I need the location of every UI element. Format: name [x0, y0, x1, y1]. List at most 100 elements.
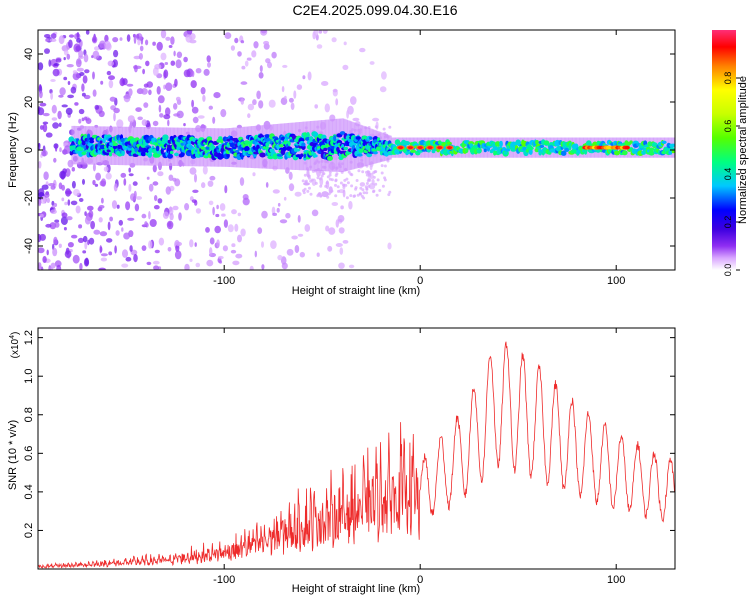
spectrogram-noise-cell: [316, 176, 320, 180]
spectrogram-noise-cell: [328, 177, 332, 181]
spectrogram-noise-cell: [258, 100, 264, 109]
spectrogram-noise-cell: [67, 94, 74, 99]
spectrogram-noise-cell: [219, 203, 226, 211]
spectrogram-noise-cell: [146, 261, 152, 266]
spectrogram-noise-cell: [205, 227, 210, 233]
spectrogram-noise-cell: [108, 251, 113, 256]
spectrogram-noise-cell: [148, 240, 153, 249]
spectrogram-noise-cell: [342, 186, 346, 189]
spectrogram-noise-cell: [311, 209, 319, 217]
spectrogram-noise-cell: [349, 194, 353, 198]
spectrogram-noise-cell: [101, 197, 104, 204]
spectrogram-noise-cell: [167, 119, 170, 127]
spectrogram-noise-cell: [81, 117, 85, 122]
y-tick-label: 1.2: [23, 330, 35, 345]
spectrogram-noise-cell: [382, 127, 386, 131]
spectrogram-noise-cell: [57, 110, 62, 120]
spectrogram-noise-cell: [92, 71, 95, 80]
spectrogram-noise-cell: [173, 103, 178, 110]
spectrogram-noise-cell: [387, 242, 392, 250]
spectrogram-noise-cell: [78, 118, 82, 124]
spectrogram-noise-cell: [268, 99, 276, 108]
spectrogram-noise-cell: [331, 37, 337, 43]
spectrogram-band-cell: [298, 137, 305, 142]
spectrogram-band-halo: [282, 123, 285, 170]
spectrogram-noise-cell: [138, 53, 143, 60]
spectrogram-noise-cell: [194, 200, 198, 206]
spectrogram-noise-cell: [291, 235, 298, 240]
spectrogram-noise-cell: [195, 262, 201, 268]
spectrogram-noise-cell: [99, 245, 102, 254]
spectrogram-noise-cell: [41, 184, 49, 190]
x-tick-label: 0: [417, 574, 423, 586]
spectrogram-noise-cell: [326, 175, 330, 179]
spectrogram-noise-cell: [165, 82, 173, 91]
spectrogram-noise-cell: [337, 189, 340, 193]
spectrogram-noise-cell: [322, 30, 328, 34]
spectrogram-noise-cell: [159, 113, 164, 118]
spectrogram-noise-cell: [40, 213, 44, 218]
spectrogram-noise-cell: [72, 70, 78, 74]
spectrogram-noise-cell: [190, 80, 197, 89]
spectrogram-noise-cell: [189, 258, 193, 262]
spectrogram-band-cell: [356, 153, 363, 157]
spectrogram-band-halo: [290, 122, 294, 170]
spectrogram-noise-cell: [76, 67, 84, 72]
spectrogram-noise-cell: [212, 116, 216, 124]
x-tick-label: -100: [213, 275, 235, 287]
spectrogram-noise-cell: [160, 30, 167, 39]
spectrogram-band-halo: [305, 121, 309, 171]
spectrogram-noise-cell: [105, 172, 112, 180]
spectrogram-band-cell: [543, 140, 550, 146]
spectrogram-noise-cell: [362, 191, 366, 195]
spectrogram-noise-cell: [334, 194, 338, 198]
spectrogram-noise-cell: [342, 64, 349, 70]
snr-x-axis-label: Height of straight line (km): [292, 583, 420, 595]
spectrogram-noise-cell: [100, 253, 108, 257]
spectrogram-noise-cell: [113, 49, 119, 58]
spectrogram-noise-cell: [116, 204, 120, 209]
spectrogram-band-cell: [614, 150, 620, 156]
spectrogram-noise-cell: [63, 57, 66, 61]
spectrogram-noise-cell: [325, 181, 329, 185]
spectrogram-noise-cell: [64, 145, 71, 155]
spectrogram-noise-cell: [213, 92, 221, 99]
spectrogram-noise-cell: [76, 38, 82, 43]
spectrogram-noise-cell: [152, 41, 156, 46]
spectrogram-x-ticks: -100 0 100: [213, 30, 625, 287]
spectrogram-band-cell: [622, 150, 628, 156]
spectrogram-noise-cell: [94, 104, 100, 110]
spectrogram-noise-cell: [135, 107, 142, 112]
spectrogram-band-halo: [504, 137, 508, 158]
spectrogram-noise-cell: [74, 102, 79, 106]
spectrogram-noise-cell: [170, 60, 176, 66]
spectrogram-noise-cell: [107, 221, 111, 231]
spectrogram-noise-cell: [72, 254, 80, 264]
spectrogram-band-cell: [355, 136, 361, 140]
spectrogram-noise-cell: [94, 183, 99, 187]
spectrogram-noise-cell: [64, 250, 72, 258]
spectrogram-noise-cell: [379, 86, 387, 93]
spectrogram-band-halo: [75, 126, 78, 165]
spectrogram-noise-cell: [307, 71, 312, 81]
spectrogram-noise-cell: [288, 183, 295, 192]
spectrogram-noise-cell: [128, 167, 131, 173]
x-tick-label: 100: [607, 574, 625, 586]
spectrogram-noise-cell: [380, 171, 384, 175]
spectrogram-noise-cell: [143, 102, 149, 108]
spectrogram-noise-cell: [374, 170, 378, 174]
spectrogram-noise-cell: [55, 58, 62, 63]
spectrogram-noise-cell: [157, 95, 165, 104]
spectrogram-noise-cell: [118, 219, 124, 226]
spectrogram-noise-cell: [50, 209, 57, 214]
spectrogram-band-cell: [169, 150, 174, 155]
spectrogram-noise-cell: [64, 201, 68, 206]
spectrogram-band-cell: [226, 153, 230, 158]
spectrogram-noise-cell: [65, 107, 73, 115]
spectrogram-noise-cell: [338, 227, 345, 234]
spectrogram-noise-cell: [201, 182, 206, 189]
spectrogram-noise-cell: [48, 59, 52, 67]
spectrogram-band-cell: [276, 156, 284, 160]
spectrogram-noise-cell: [361, 188, 365, 192]
spectrogram-noise-cell: [251, 50, 257, 58]
